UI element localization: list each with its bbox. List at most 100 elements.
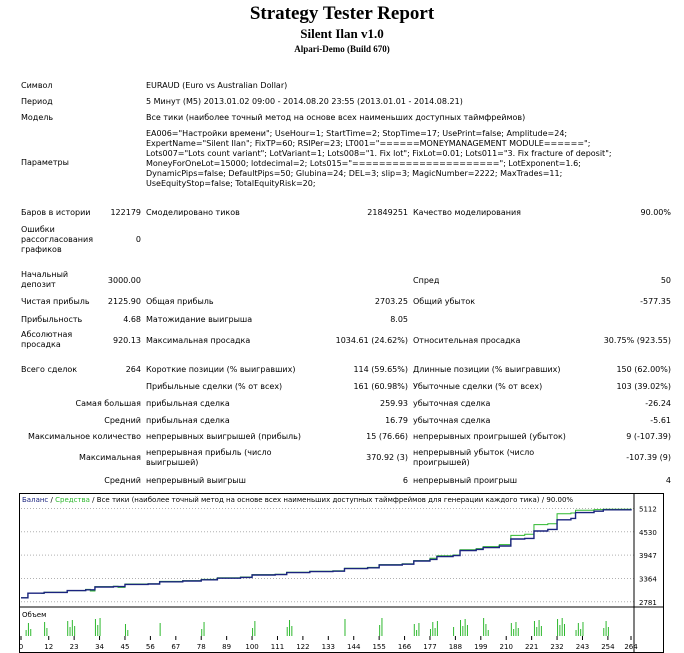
volume-bar bbox=[429, 629, 431, 636]
x-tick-label: 111 bbox=[271, 643, 284, 651]
legend-equity: Средства bbox=[55, 496, 90, 504]
volume-bar bbox=[203, 622, 205, 636]
average-consecutive-label: Средний bbox=[104, 476, 141, 485]
x-tick-label: 177 bbox=[423, 643, 436, 651]
x-tick-labels: 0 12 23 34 45 56 67 78 89 100 111 122 133 144 155 166 17… bbox=[19, 636, 638, 651]
y-tick-label: 3364 bbox=[639, 575, 657, 583]
volume-bar bbox=[413, 624, 415, 636]
y-tick-label: 4530 bbox=[639, 529, 657, 537]
long-positions-label: Длинные позиции (% выигравших) bbox=[413, 365, 561, 374]
absolute-drawdown-label: Абсолютная просадка bbox=[21, 330, 73, 349]
model-value: Все тики (наиболее точный метод на основ… bbox=[146, 113, 526, 122]
volume-bar bbox=[464, 619, 466, 636]
deposit-value: 3000.00 bbox=[107, 276, 141, 285]
x-tick-label: 254 bbox=[601, 643, 615, 651]
consecutive-profit-value: 370.92 (3) bbox=[366, 453, 408, 462]
x-tick-label: 67 bbox=[171, 643, 180, 651]
volume-bar bbox=[159, 623, 161, 636]
x-tick-label: 34 bbox=[95, 643, 104, 651]
x-tick-label: 23 bbox=[70, 643, 79, 651]
report-build: Alpari-Demo (Build 670) bbox=[294, 44, 390, 54]
volume-bar bbox=[97, 625, 99, 636]
volume-bar bbox=[432, 622, 434, 636]
largest-loss-value: -26.24 bbox=[645, 399, 671, 408]
y-tick-label: 3947 bbox=[639, 552, 657, 560]
volume-bar bbox=[483, 618, 485, 636]
volume-bar bbox=[517, 628, 519, 636]
consecutive-wins-value: 15 (76.66) bbox=[366, 432, 408, 441]
profit-factor-label: Прибыльность bbox=[21, 315, 83, 324]
volume-bar bbox=[557, 619, 559, 636]
volume-bar bbox=[515, 622, 517, 636]
expected-payoff-label: Матожидание выигрыша bbox=[146, 315, 253, 324]
volume-bar bbox=[487, 630, 489, 636]
volume-label: Объем bbox=[22, 611, 46, 619]
x-tick-label: 12 bbox=[44, 643, 53, 651]
report-subtitle: Silent Ilan v1.0 bbox=[300, 26, 384, 41]
volume-bar bbox=[533, 621, 535, 636]
volume-bar bbox=[44, 622, 46, 636]
largest-label: Самая большая bbox=[75, 399, 141, 408]
deposit-label: Начальный депозит bbox=[21, 270, 69, 289]
loss-trades-value: 103 (39.02%) bbox=[616, 382, 671, 391]
chart-grid bbox=[21, 508, 634, 603]
short-positions-label: Короткие позиции (% выигравших) bbox=[146, 365, 296, 374]
net-profit-value: 2125.90 bbox=[107, 297, 141, 306]
volume-bar bbox=[252, 628, 254, 636]
volume-bar bbox=[603, 628, 605, 636]
balance-chart: Баланс / Средства / Все тики (наиболее т… bbox=[19, 493, 664, 653]
volume-bar bbox=[559, 625, 561, 636]
volume-bar bbox=[74, 626, 76, 636]
volume-bar bbox=[46, 628, 48, 636]
legend-quality: 90.00% bbox=[546, 496, 573, 504]
legend-model: Все тики (наиболее точный метод на основ… bbox=[97, 496, 540, 504]
gross-loss-label: Общий убыток bbox=[413, 297, 476, 306]
y-tick-label: 2781 bbox=[639, 599, 657, 607]
average-wins-value: 6 bbox=[402, 476, 408, 485]
volume-bar bbox=[485, 624, 487, 636]
volume-bar bbox=[25, 630, 27, 636]
volume-bar bbox=[201, 629, 203, 636]
average-profit-label: прибыльная сделка bbox=[146, 416, 230, 425]
consecutive-profit-label: непрерывная прибыль (число выигрышей) bbox=[146, 448, 272, 467]
volume-bar bbox=[291, 626, 293, 636]
volume-bar bbox=[580, 629, 582, 636]
x-tick-label: 133 bbox=[322, 643, 335, 651]
symbol-value: EURAUD (Euro vs Australian Dollar) bbox=[146, 81, 288, 90]
max-count-label: Максимальное количество bbox=[28, 432, 141, 441]
quality-label: Качество моделирования bbox=[413, 208, 521, 217]
average-label: Средний bbox=[104, 416, 141, 425]
volume-bar bbox=[67, 621, 69, 636]
bars-label: Баров в истории bbox=[21, 208, 91, 217]
consecutive-losses-value: 9 (-107.39) bbox=[626, 432, 671, 441]
volume-bar bbox=[418, 623, 420, 636]
volume-bar bbox=[436, 621, 438, 636]
relative-drawdown-value: 30.75% (923.55) bbox=[603, 336, 671, 345]
volume-bar bbox=[30, 629, 32, 636]
legend-balance: Баланс bbox=[22, 496, 48, 504]
volume-bar bbox=[577, 623, 579, 636]
x-tick-label: 45 bbox=[121, 643, 130, 651]
symbol-label: Символ bbox=[21, 81, 53, 90]
x-tick-label: 155 bbox=[372, 643, 385, 651]
net-profit-label: Чистая прибыль bbox=[21, 297, 90, 306]
profit-factor-value: 4.68 bbox=[123, 315, 141, 324]
average-loss-value: -5.61 bbox=[650, 416, 671, 425]
balance-line bbox=[21, 509, 632, 599]
expected-payoff-value: 8.05 bbox=[390, 315, 408, 324]
volume-bar bbox=[289, 620, 291, 636]
consecutive-losses-label: непрерывных проигрышей (убыток) bbox=[413, 432, 566, 441]
largest-loss-label: убыточная сделка bbox=[413, 399, 491, 408]
gross-profit-label: Общая прибыль bbox=[146, 297, 214, 306]
volume-bar bbox=[536, 627, 538, 636]
average-wins-label: непрерывный выигрыш bbox=[146, 476, 246, 485]
maximal-drawdown-value: 1034.61 (24.62%) bbox=[335, 336, 408, 345]
volume-bar bbox=[607, 627, 609, 636]
volume-bar bbox=[27, 623, 29, 636]
spread-value: 50 bbox=[660, 276, 671, 285]
gross-profit-value: 2703.25 bbox=[374, 297, 408, 306]
total-trades-label: Всего сделок bbox=[21, 365, 78, 374]
volume-bar bbox=[434, 628, 436, 636]
volume-bar bbox=[286, 627, 288, 636]
profit-trades-value: 161 (60.98%) bbox=[353, 382, 408, 391]
